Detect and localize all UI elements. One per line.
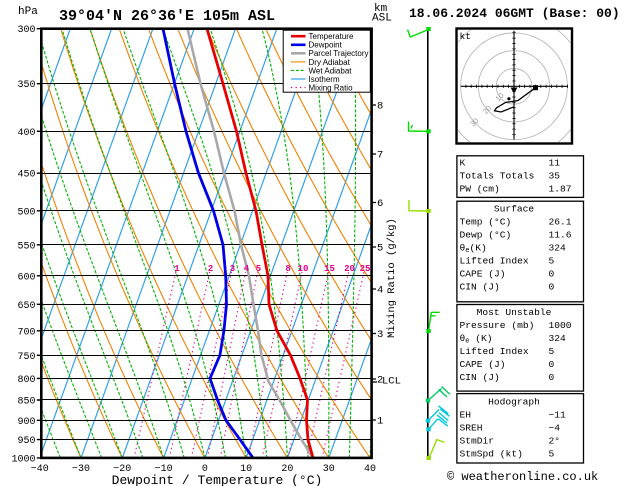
svg-text:0: 0	[549, 372, 555, 383]
svg-text:6: 6	[377, 198, 383, 210]
svg-text:324: 324	[549, 333, 567, 344]
svg-text:EH: EH	[460, 410, 472, 421]
svg-text:950: 950	[17, 436, 35, 447]
svg-text:Dewpoint: Dewpoint	[309, 41, 343, 50]
svg-text:Dewp (°C): Dewp (°C)	[460, 230, 512, 241]
svg-text:5: 5	[549, 449, 555, 460]
svg-text:Totals Totals: Totals Totals	[460, 171, 535, 182]
svg-text:650: 650	[17, 301, 35, 312]
svg-text:Temperature: Temperature	[309, 32, 354, 41]
svg-text:30: 30	[323, 464, 335, 475]
svg-text:800: 800	[17, 375, 35, 386]
svg-text:20: 20	[281, 464, 293, 475]
svg-text:26.1: 26.1	[549, 217, 572, 228]
svg-text:−11: −11	[549, 410, 567, 421]
svg-text:1.87: 1.87	[549, 184, 572, 195]
svg-text:900: 900	[17, 417, 35, 428]
svg-text:10: 10	[298, 264, 309, 274]
svg-text:15: 15	[324, 264, 335, 274]
svg-text:−30: −30	[72, 464, 90, 475]
svg-text:0: 0	[549, 269, 555, 280]
svg-text:40: 40	[364, 464, 376, 475]
svg-text:20: 20	[344, 264, 355, 274]
svg-text:324: 324	[549, 243, 567, 254]
svg-text:CAPE (J): CAPE (J)	[460, 269, 506, 280]
svg-text:1000: 1000	[549, 320, 572, 331]
svg-text:StmDir: StmDir	[460, 436, 495, 447]
svg-text:θe (K): θe (K)	[460, 333, 493, 346]
svg-text:0: 0	[549, 359, 555, 370]
svg-text:11: 11	[549, 158, 561, 169]
svg-text:7: 7	[377, 150, 383, 162]
svg-text:0: 0	[202, 464, 208, 475]
svg-text:Hodograph: Hodograph	[488, 397, 540, 408]
svg-text:km: km	[374, 3, 388, 15]
svg-text:Parcel Trajectory: Parcel Trajectory	[309, 49, 369, 58]
svg-text:400: 400	[17, 128, 35, 139]
svg-text:Mixing Ratio (g/kg): Mixing Ratio (g/kg)	[386, 218, 398, 338]
svg-text:hPa: hPa	[18, 6, 38, 18]
svg-text:25: 25	[360, 264, 371, 274]
svg-text:−20: −20	[113, 464, 131, 475]
svg-text:300: 300	[17, 25, 35, 36]
svg-text:8: 8	[377, 101, 383, 113]
svg-text:2: 2	[208, 264, 213, 274]
svg-text:4: 4	[244, 264, 250, 274]
svg-text:450: 450	[17, 170, 35, 181]
svg-text:K: K	[460, 158, 466, 169]
svg-text:CIN (J): CIN (J)	[460, 282, 500, 293]
svg-text:Pressure (mb): Pressure (mb)	[460, 320, 535, 331]
svg-text:550: 550	[17, 241, 35, 252]
svg-text:1: 1	[174, 264, 180, 274]
svg-text:© weatheronline.co.uk: © weatheronline.co.uk	[447, 470, 598, 484]
svg-text:5: 5	[549, 346, 555, 357]
svg-text:0: 0	[549, 282, 555, 293]
svg-text:Lifted Index: Lifted Index	[460, 346, 529, 357]
svg-text:10: 10	[240, 464, 252, 475]
svg-text:2°: 2°	[549, 436, 561, 447]
svg-text:PW (cm): PW (cm)	[460, 184, 500, 195]
svg-text:35: 35	[549, 171, 561, 182]
svg-text:−40: −40	[31, 464, 49, 475]
svg-text:Most Unstable: Most Unstable	[477, 307, 552, 318]
svg-text:LCL: LCL	[382, 376, 401, 388]
svg-text:3: 3	[230, 264, 235, 274]
svg-text:Dry Adiabat: Dry Adiabat	[309, 58, 351, 67]
svg-text:39°04'N 26°36'E 105m ASL: 39°04'N 26°36'E 105m ASL	[59, 8, 275, 25]
svg-text:5: 5	[549, 256, 555, 267]
svg-text:Isotherm: Isotherm	[309, 75, 340, 84]
svg-text:600: 600	[17, 272, 35, 283]
svg-text:θe(K): θe(K)	[460, 243, 487, 256]
svg-text:8: 8	[285, 264, 290, 274]
svg-text:Surface: Surface	[494, 204, 535, 215]
svg-text:kt: kt	[460, 31, 471, 42]
svg-text:750: 750	[17, 352, 35, 363]
svg-text:−4: −4	[549, 423, 561, 434]
svg-text:4: 4	[377, 285, 383, 297]
svg-text:3: 3	[377, 329, 383, 341]
svg-text:350: 350	[17, 80, 35, 91]
svg-text:Wet Adiabat: Wet Adiabat	[309, 66, 353, 75]
svg-text:1: 1	[377, 416, 383, 428]
svg-text:500: 500	[17, 207, 35, 218]
svg-text:Mixing Ratio: Mixing Ratio	[309, 83, 354, 92]
svg-text:5: 5	[377, 243, 383, 255]
svg-text:700: 700	[17, 327, 35, 338]
svg-text:2: 2	[377, 375, 383, 387]
svg-text:850: 850	[17, 397, 35, 408]
svg-text:StmSpd (kt): StmSpd (kt)	[460, 449, 523, 460]
svg-text:11.6: 11.6	[549, 230, 572, 241]
svg-text:CIN (J): CIN (J)	[460, 372, 500, 383]
svg-text:CAPE (J): CAPE (J)	[460, 359, 506, 370]
svg-text:Lifted Index: Lifted Index	[460, 256, 529, 267]
svg-text:ASL: ASL	[372, 13, 392, 25]
svg-text:18.06.2024 06GMT (Base: 00): 18.06.2024 06GMT (Base: 00)	[409, 6, 620, 21]
svg-text:−10: −10	[155, 464, 173, 475]
svg-text:1000: 1000	[11, 454, 35, 465]
svg-text:SREH: SREH	[460, 423, 483, 434]
svg-text:Dewpoint / Temperature (°C): Dewpoint / Temperature (°C)	[112, 473, 323, 486]
svg-text:Temp (°C): Temp (°C)	[460, 217, 512, 228]
svg-text:5: 5	[256, 264, 261, 274]
